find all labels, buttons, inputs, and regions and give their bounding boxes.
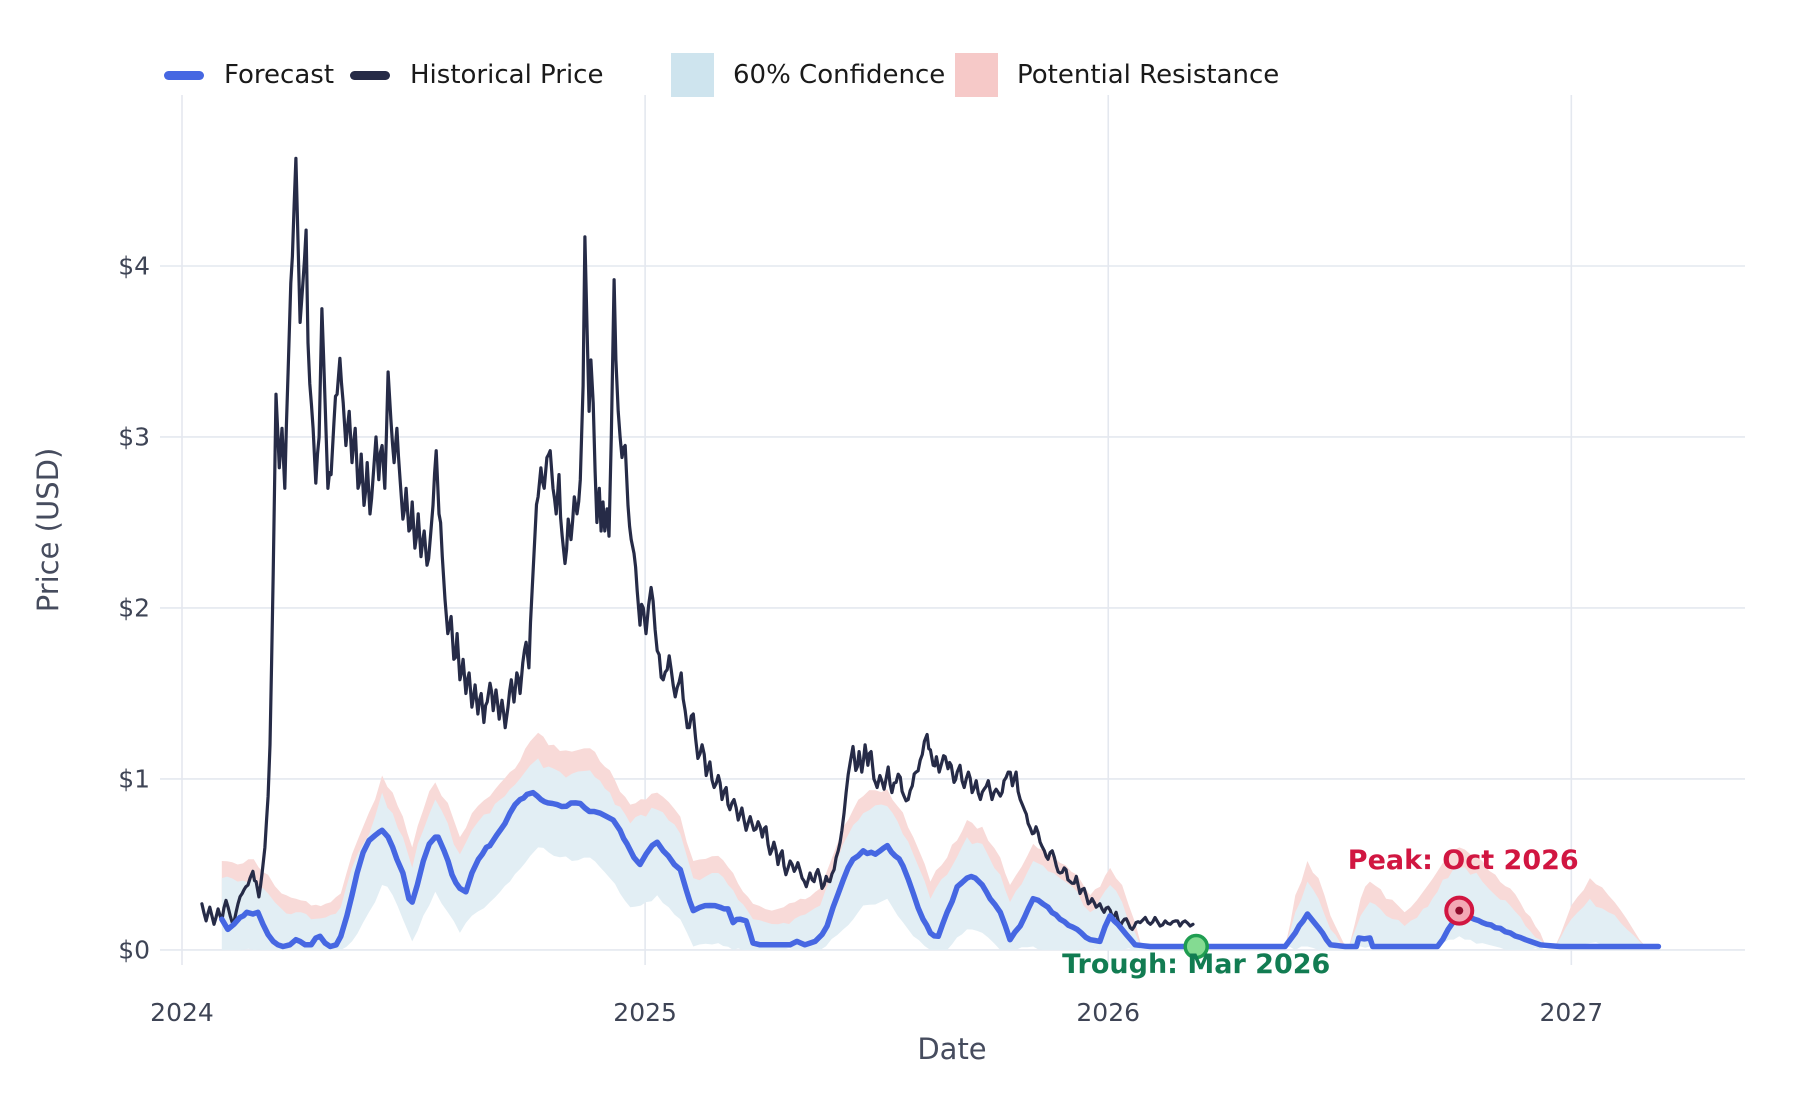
y-axis-title: Price (USD) (31, 447, 65, 613)
legend-label: Potential Resistance (1017, 60, 1280, 90)
forecast-line-swatch-icon (164, 70, 204, 80)
y-tick-label: $1 (118, 764, 150, 794)
confidence-patch-swatch-icon (671, 53, 714, 97)
x-tick-label: 2027 (1539, 998, 1604, 1027)
y-tick-label: $2 (118, 593, 150, 623)
x-tick-label: 2025 (613, 998, 677, 1027)
legend-item-forecast: Forecast (164, 53, 334, 97)
legend-item-confidence: 60% Confidence (671, 53, 945, 97)
legend-label: Historical Price (410, 60, 604, 90)
x-tick-label: 2024 (150, 998, 214, 1027)
x-tick-label: 2026 (1076, 998, 1141, 1027)
trough-annotation: Trough: Mar 2026 (1062, 948, 1331, 980)
legend-item-resistance: Potential Resistance (955, 53, 1279, 97)
x-axis-title: Date (917, 1032, 987, 1066)
y-tick-label: $3 (118, 422, 150, 452)
y-tick-label: $0 (118, 935, 150, 965)
resistance-patch-swatch-icon (955, 53, 998, 97)
historical-line-swatch-icon (350, 70, 390, 80)
peak-annotation: Peak: Oct 2026 (1347, 844, 1579, 876)
legend-item-historical: Historical Price (350, 53, 603, 97)
y-tick-label: $4 (118, 251, 150, 281)
legend: Forecast Historical Price 60% Confidence… (0, 0, 1800, 110)
legend-label: 60% Confidence (733, 60, 946, 90)
legend-label: Forecast (224, 60, 335, 90)
